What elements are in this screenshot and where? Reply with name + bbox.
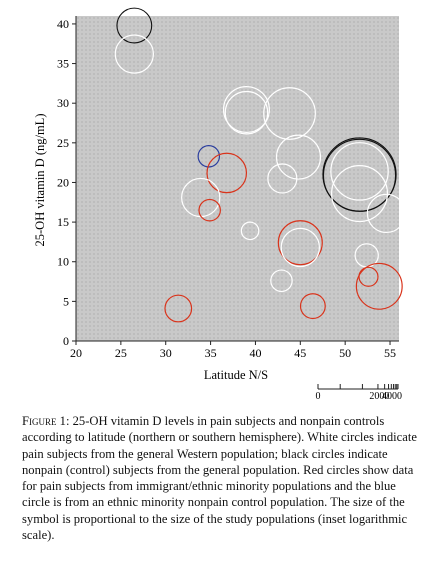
- data-point-white: [331, 165, 389, 223]
- plot-area: [76, 16, 399, 341]
- data-point-white: [280, 227, 320, 268]
- data-point-black: [116, 7, 153, 44]
- data-point-red: [277, 220, 323, 266]
- y-tick-label: 25: [57, 136, 69, 150]
- data-point-white: [224, 90, 269, 135]
- data-point-white: [222, 86, 270, 134]
- data-point-white: [366, 193, 407, 234]
- y-tick-label: 20: [57, 175, 69, 189]
- caption-label: Figure 1:: [22, 414, 70, 428]
- y-tick-label: 15: [57, 215, 69, 229]
- legend-tick-label: 2000: [369, 391, 389, 402]
- x-tick-label: 20: [70, 346, 82, 360]
- x-tick-label: 40: [249, 346, 261, 360]
- data-point-red: [164, 294, 193, 323]
- x-tick-label: 50: [339, 346, 351, 360]
- legend-tick-label: 4000: [382, 391, 402, 402]
- data-point-white: [114, 34, 154, 74]
- data-point-red: [198, 198, 221, 222]
- scatter-chart: 20 25 30 35 40 45 50 55 0 5 10 15 20 25 30 35 40 Latitud…: [33, 7, 407, 402]
- y-tick-label: 30: [57, 96, 69, 110]
- x-tick-label: 45: [294, 346, 306, 360]
- data-point-white: [263, 87, 316, 140]
- x-tick-label: 55: [384, 346, 396, 360]
- y-tick-label: 10: [57, 255, 69, 269]
- data-point-white: [330, 142, 389, 201]
- figure-caption: Figure 1: 25-OH vitamin D levels in pain…: [22, 413, 420, 543]
- data-point-red: [206, 152, 248, 194]
- data-point-white: [240, 221, 260, 241]
- legend-tick-label: 0: [316, 391, 321, 402]
- x-tick-label: 30: [160, 346, 172, 360]
- y-tick-label: 0: [63, 334, 69, 348]
- data-point-blue: [197, 145, 221, 168]
- y-tick-label: 5: [63, 294, 69, 308]
- y-axis-label: 25-OH vitamin D (ng/mL): [33, 114, 47, 247]
- x-tick-label: 35: [205, 346, 217, 360]
- x-axis-label: Latitude N/S: [204, 368, 268, 382]
- y-tick-label: 35: [57, 57, 69, 71]
- data-point-white: [270, 269, 293, 293]
- data-point-red: [299, 293, 326, 320]
- data-point-white: [275, 134, 322, 180]
- y-tick-label: 40: [57, 17, 69, 31]
- x-tick-label: 25: [115, 346, 127, 360]
- caption-text: 25-OH vitamin D levels in pain subjects …: [22, 414, 417, 543]
- data-point-white: [267, 163, 298, 194]
- data-point-black: [322, 138, 397, 212]
- data-point-red: [355, 262, 403, 310]
